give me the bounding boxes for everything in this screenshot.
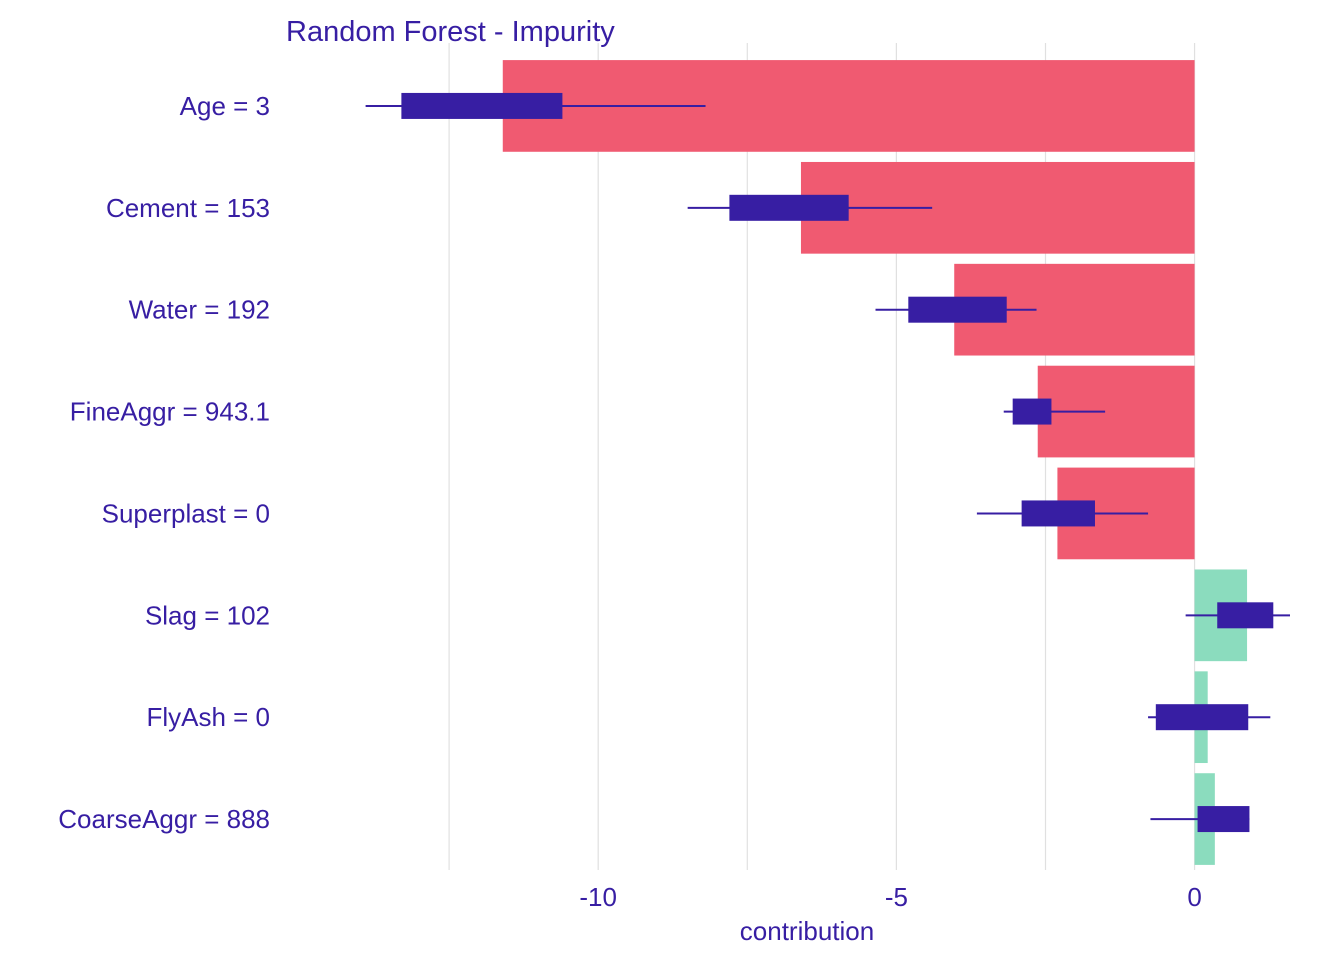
boxplot-box-4: [1021, 500, 1095, 527]
category-label-7: CoarseAggr = 888: [58, 804, 270, 834]
x-axis-label: contribution: [740, 916, 874, 946]
boxplot-6: [1148, 704, 1271, 731]
boxplot-box-0: [401, 92, 563, 119]
category-label-6: FlyAsh = 0: [146, 702, 270, 732]
boxplot-4: [976, 500, 1149, 527]
x-tick-label-0: -10: [579, 882, 617, 912]
boxplot-box-7: [1197, 806, 1250, 833]
category-label-0: Age = 3: [180, 91, 270, 121]
x-tick-label-1: -5: [885, 882, 908, 912]
category-label-2: Water = 192: [129, 295, 270, 325]
boxplot-0: [365, 92, 706, 119]
category-labels: Age = 3 Cement = 153 Water = 192 FineAggr =…: [58, 91, 270, 834]
chart-title: Random Forest - Impurity: [286, 16, 615, 48]
category-label-3: FineAggr = 943.1: [70, 397, 270, 427]
boxplot-box-6: [1155, 704, 1249, 731]
boxplot-5: [1185, 602, 1290, 629]
contribution-bars: [502, 60, 1248, 865]
boxplot-box-1: [729, 194, 849, 221]
boxplot-box-3: [1012, 398, 1052, 425]
boxplot-1: [687, 194, 933, 221]
boxplot-7: [1150, 806, 1250, 833]
boxplot-3: [1003, 398, 1106, 425]
category-label-4: Superplast = 0: [102, 498, 270, 528]
x-tick-labels: -10 -5 0: [579, 882, 1201, 912]
boxplots: [365, 92, 1290, 833]
category-label-1: Cement = 153: [106, 193, 270, 223]
boxplot-2: [875, 296, 1037, 323]
x-tick-label-2: 0: [1187, 882, 1201, 912]
category-label-5: Slag = 102: [145, 600, 270, 630]
boxplot-box-2: [908, 296, 1007, 323]
boxplot-box-5: [1217, 602, 1274, 629]
